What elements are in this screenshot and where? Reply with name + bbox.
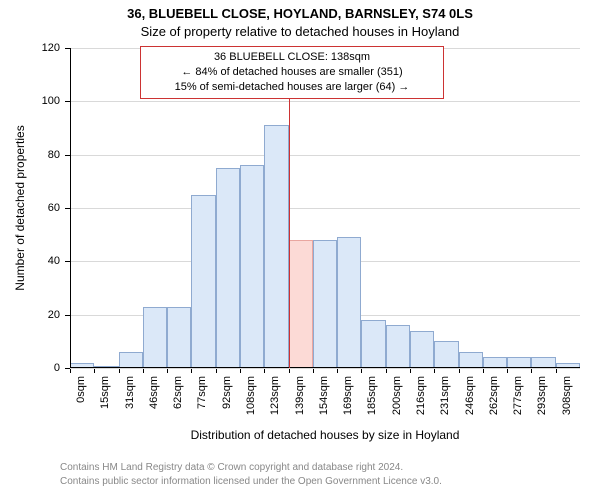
annotation-line-2: ← 84% of detached houses are smaller (35… bbox=[147, 65, 437, 80]
y-tick-label: 40 bbox=[0, 255, 60, 267]
x-tick-label: 92sqm bbox=[221, 376, 233, 409]
grid-line bbox=[70, 101, 580, 102]
grid-line bbox=[70, 155, 580, 156]
y-tick-label: 80 bbox=[0, 149, 60, 161]
x-tick-label: 231sqm bbox=[439, 376, 451, 415]
x-tick-label: 169sqm bbox=[342, 376, 354, 415]
grid-line bbox=[70, 208, 580, 209]
histogram-bar bbox=[361, 320, 385, 368]
x-tick-label: 154sqm bbox=[318, 376, 330, 415]
histogram-bar bbox=[313, 240, 337, 368]
histogram-bar bbox=[434, 341, 458, 368]
x-tick-label: 15sqm bbox=[99, 376, 111, 409]
x-tick-label: 246sqm bbox=[464, 376, 476, 415]
chart-title-sub: Size of property relative to detached ho… bbox=[0, 24, 600, 39]
histogram-bar bbox=[410, 331, 434, 368]
histogram-bar bbox=[289, 240, 313, 368]
chart-title-main: 36, BLUEBELL CLOSE, HOYLAND, BARNSLEY, S… bbox=[0, 6, 600, 21]
x-tick-label: 0sqm bbox=[75, 376, 87, 403]
x-tick-label: 31sqm bbox=[124, 376, 136, 409]
annotation-line-3: 15% of semi-detached houses are larger (… bbox=[147, 80, 437, 95]
x-tick-label: 185sqm bbox=[366, 376, 378, 415]
x-tick-label: 216sqm bbox=[415, 376, 427, 415]
histogram-bar bbox=[216, 168, 240, 368]
x-tick-label: 293sqm bbox=[536, 376, 548, 415]
x-tick-label: 139sqm bbox=[294, 376, 306, 415]
histogram-bar bbox=[386, 325, 410, 368]
histogram-bar bbox=[337, 237, 361, 368]
histogram-bar bbox=[459, 352, 483, 368]
x-tick-label: 77sqm bbox=[196, 376, 208, 409]
x-tick-label: 200sqm bbox=[391, 376, 403, 415]
histogram-bar bbox=[264, 125, 288, 368]
y-tick-label: 0 bbox=[0, 362, 60, 374]
histogram-bar bbox=[191, 195, 215, 368]
x-tick-label: 277sqm bbox=[512, 376, 524, 415]
x-axis-title: Distribution of detached houses by size … bbox=[70, 428, 580, 442]
y-tick-label: 20 bbox=[0, 309, 60, 321]
y-tick-label: 60 bbox=[0, 202, 60, 214]
annotation-line-1: 36 BLUEBELL CLOSE: 138sqm bbox=[147, 50, 437, 65]
histogram-bar bbox=[240, 165, 264, 368]
chart-container: 36, BLUEBELL CLOSE, HOYLAND, BARNSLEY, S… bbox=[0, 0, 600, 500]
y-axis-line bbox=[70, 48, 71, 368]
x-tick-label: 123sqm bbox=[269, 376, 281, 415]
footer-line-1: Contains HM Land Registry data © Crown c… bbox=[60, 462, 403, 473]
x-tick-label: 62sqm bbox=[172, 376, 184, 409]
y-tick-label: 100 bbox=[0, 95, 60, 107]
histogram-bar bbox=[119, 352, 143, 368]
histogram-bar bbox=[167, 307, 191, 368]
grid-line bbox=[70, 368, 580, 369]
y-tick-label: 120 bbox=[0, 42, 60, 54]
x-tick-label: 308sqm bbox=[561, 376, 573, 415]
annotation-box: 36 BLUEBELL CLOSE: 138sqm ← 84% of detac… bbox=[140, 46, 444, 99]
histogram-bar bbox=[143, 307, 167, 368]
x-tick-label: 108sqm bbox=[245, 376, 257, 415]
x-axis-line bbox=[70, 367, 580, 368]
x-tick-label: 46sqm bbox=[148, 376, 160, 409]
footer-line-2: Contains public sector information licen… bbox=[60, 476, 442, 487]
x-tick-label: 262sqm bbox=[488, 376, 500, 415]
